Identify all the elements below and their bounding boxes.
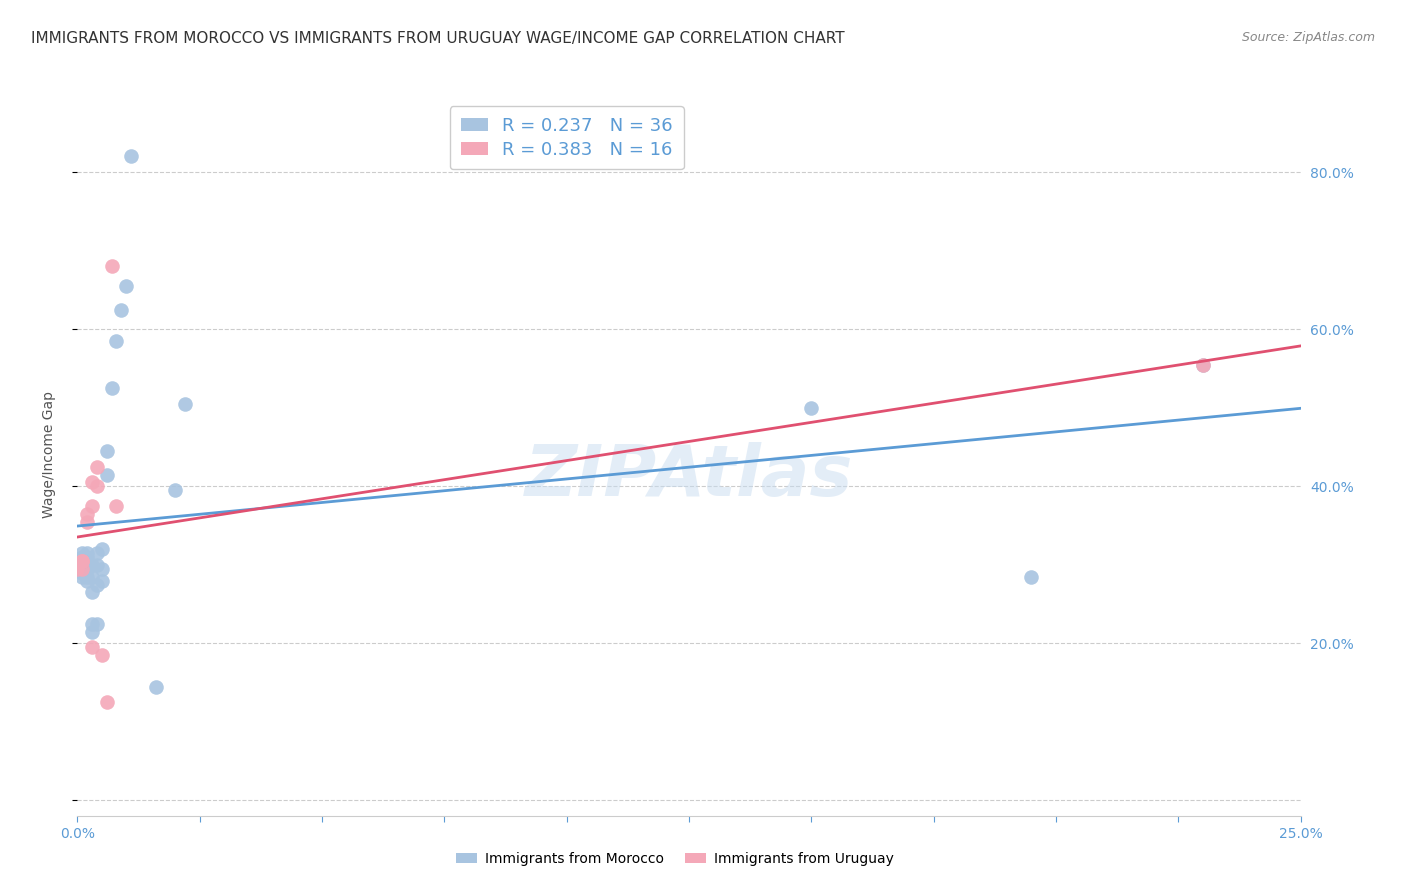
Text: Source: ZipAtlas.com: Source: ZipAtlas.com <box>1241 31 1375 45</box>
Point <box>86 546 108 560</box>
Point <box>145 680 167 694</box>
Point <box>76 549 98 564</box>
Point <box>105 499 128 513</box>
Point <box>86 459 108 474</box>
Point <box>76 574 98 588</box>
Point <box>80 475 103 490</box>
Y-axis label: Wage/Income Gap: Wage/Income Gap <box>42 392 56 518</box>
Point <box>80 499 103 513</box>
Point <box>76 562 98 576</box>
Point <box>96 695 118 709</box>
Point <box>70 566 93 580</box>
Point <box>86 558 108 572</box>
Point <box>70 549 93 564</box>
Point <box>70 569 93 583</box>
Text: IMMIGRANTS FROM MOROCCO VS IMMIGRANTS FROM URUGUAY WAGE/INCOME GAP CORRELATION C: IMMIGRANTS FROM MOROCCO VS IMMIGRANTS FR… <box>31 31 845 46</box>
Point <box>105 334 128 348</box>
Text: ZIPAtlas: ZIPAtlas <box>524 442 853 511</box>
Point <box>86 479 108 493</box>
Point <box>90 648 112 663</box>
Point <box>66 562 89 576</box>
Point <box>80 624 103 639</box>
Point <box>76 569 98 583</box>
Point <box>66 562 89 576</box>
Point <box>90 562 112 576</box>
Point <box>70 546 93 560</box>
Point <box>120 149 142 163</box>
Point <box>1021 569 1043 583</box>
Point <box>96 467 118 482</box>
Point <box>800 401 823 415</box>
Point <box>80 640 103 655</box>
Point <box>165 483 187 498</box>
Point <box>100 381 122 395</box>
Point <box>70 562 93 576</box>
Legend: R = 0.237   N = 36, R = 0.383   N = 16: R = 0.237 N = 36, R = 0.383 N = 16 <box>450 106 683 169</box>
Point <box>86 577 108 591</box>
Point <box>70 562 93 576</box>
Point <box>76 546 98 560</box>
Point <box>115 279 138 293</box>
Point <box>110 302 132 317</box>
Point <box>76 507 98 521</box>
Point <box>80 585 103 599</box>
Point <box>1191 358 1213 372</box>
Point <box>80 616 103 631</box>
Point <box>70 554 93 568</box>
Point <box>80 558 103 572</box>
Point <box>70 554 93 568</box>
Point <box>86 616 108 631</box>
Point <box>96 444 118 458</box>
Point <box>100 260 122 274</box>
Point <box>76 515 98 529</box>
Point <box>90 574 112 588</box>
Point <box>80 569 103 583</box>
Point <box>1191 358 1213 372</box>
Point <box>174 397 197 411</box>
Legend: Immigrants from Morocco, Immigrants from Uruguay: Immigrants from Morocco, Immigrants from… <box>450 847 900 871</box>
Point <box>90 542 112 557</box>
